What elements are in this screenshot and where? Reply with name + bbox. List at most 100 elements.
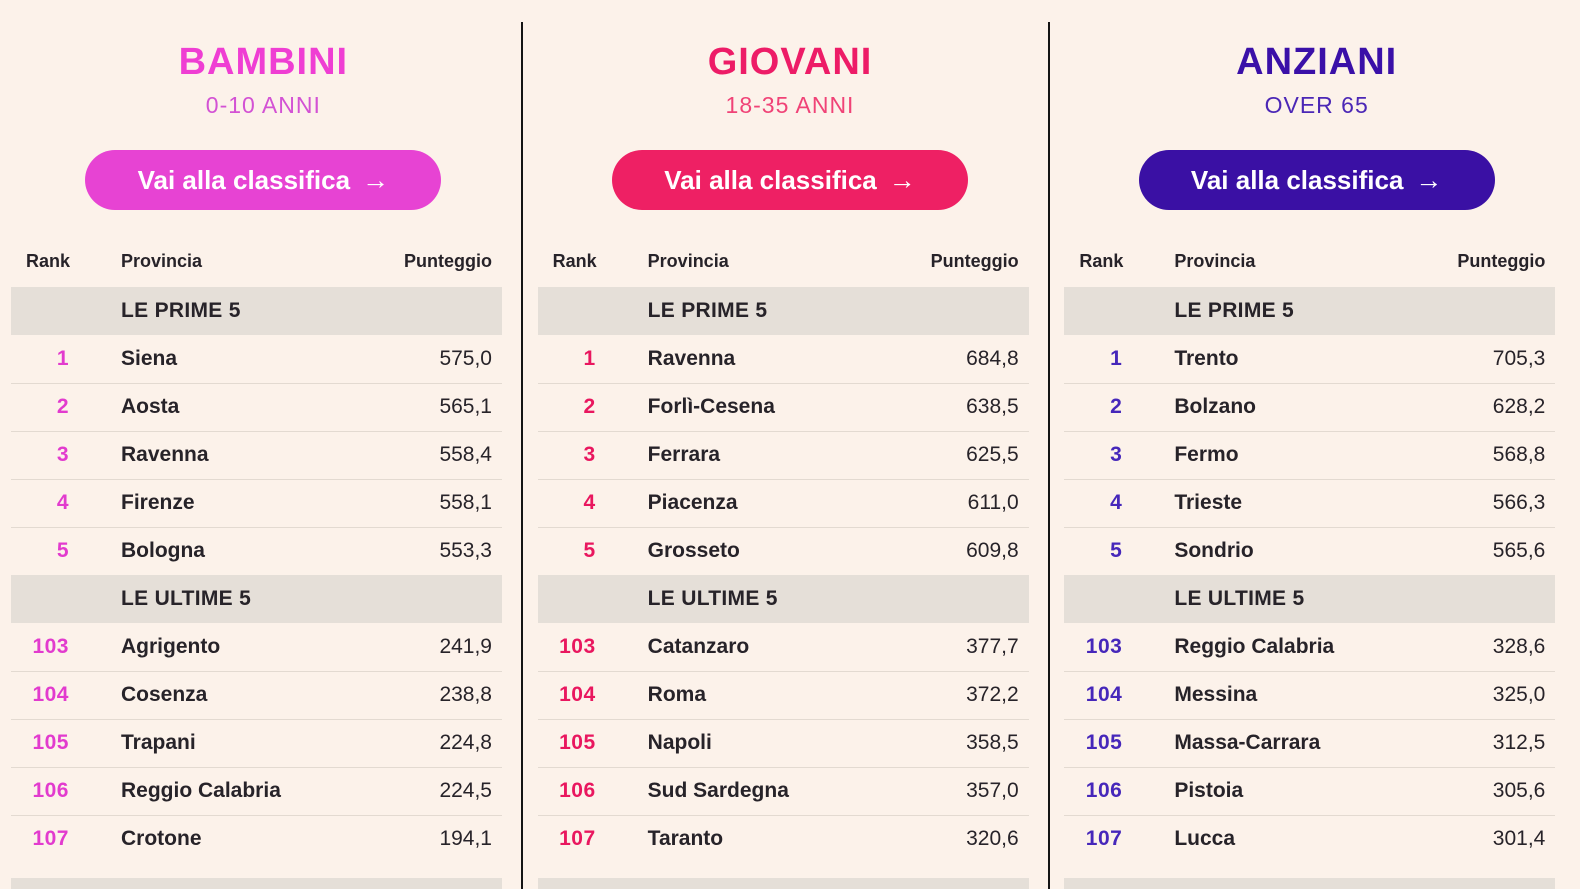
rank-cell: 105 xyxy=(11,718,70,767)
rank-cell: 103 xyxy=(1085,634,1123,658)
rank-cell: 5 xyxy=(1064,526,1124,575)
rank-cell: 106 xyxy=(11,766,70,815)
punteggio-cell: 575,0 xyxy=(439,346,492,370)
rank-cell: 3 xyxy=(537,430,597,479)
provincia-cell: Grosseto xyxy=(596,526,879,575)
provincia-cell: Ravenna xyxy=(70,430,352,479)
arrow-right-icon: → xyxy=(888,164,916,195)
provincia-cell: Aosta xyxy=(70,382,352,431)
table-row: 3 Ravenna 558,4 xyxy=(11,430,502,479)
category-title: ANZIANI xyxy=(1236,41,1398,83)
rank-cell: 3 xyxy=(11,430,70,479)
provincia-cell: Catanzaro xyxy=(647,634,750,658)
punteggio-column-header: Punteggio xyxy=(1457,251,1546,271)
provincia-cell: Messina xyxy=(1123,670,1406,719)
rank-cell: 1 xyxy=(583,346,596,370)
rank-cell: 5 xyxy=(537,526,597,575)
provincia-cell: Napoli xyxy=(596,718,879,767)
provincia-cell: Piacenza xyxy=(596,478,879,527)
punteggio-column-header: Punteggio xyxy=(930,251,1019,271)
table-row: 5 Grosseto 609,8 xyxy=(537,526,1029,575)
rank-cell: 104 xyxy=(537,670,597,719)
provincia-cell: Ravenna xyxy=(647,346,736,370)
punteggio-cell: 372,2 xyxy=(878,670,1029,719)
provincia-cell: Trapani xyxy=(70,718,352,767)
rank-cell: 4 xyxy=(11,478,70,527)
rank-cell: 104 xyxy=(11,670,70,719)
table-row: 5 Bologna 553,3 xyxy=(11,526,502,575)
category-column-giovani: GIOVANI 18-35 ANNI Vai alla classifica →… xyxy=(527,0,1054,889)
punteggio-cell: 609,8 xyxy=(878,526,1029,575)
provincia-column-header: Provincia xyxy=(121,251,203,271)
go-to-ranking-button[interactable]: Vai alla classifica → xyxy=(85,150,442,210)
provincia-cell: Lucca xyxy=(1123,814,1406,863)
punteggio-cell: 305,6 xyxy=(1405,766,1556,815)
table-row: 106 Sud Sardegna 357,0 xyxy=(537,766,1029,815)
table-row: 5 Sondrio 565,6 xyxy=(1064,526,1556,575)
go-to-ranking-label: Vai alla classifica xyxy=(664,164,877,195)
punteggio-cell: 625,5 xyxy=(878,430,1029,479)
section-header-prime: LE PRIME 5 xyxy=(537,287,1029,335)
section-header-label: LE ULTIME 5 xyxy=(537,575,1029,623)
punteggio-cell: 558,1 xyxy=(352,478,502,527)
provincia-cell: Reggio Calabria xyxy=(70,766,352,815)
punteggio-cell: 194,1 xyxy=(352,814,502,863)
provincia-cell: Forlì-Cesena xyxy=(596,382,879,431)
section-header-label: LE PRIME 5 xyxy=(1064,287,1556,335)
rank-cell: 5 xyxy=(11,526,70,575)
table-row: 104 Messina 325,0 xyxy=(1064,670,1556,719)
category-column-bambini: BAMBINI 0-10 ANNI Vai alla classifica → … xyxy=(0,0,527,889)
table-row: 2 Bolzano 628,2 xyxy=(1064,382,1556,431)
category-column-anziani: ANZIANI OVER 65 Vai alla classifica → Ra… xyxy=(1053,0,1580,889)
section-header-label: LE ULTIME 5 xyxy=(1064,575,1556,623)
ranking-table: Rank Provincia Punteggio LE PRIME 5 1 Si… xyxy=(11,251,502,863)
section-header-prime: LE PRIME 5 xyxy=(1064,287,1556,335)
provincia-cell: Siena xyxy=(121,346,178,370)
provincia-cell: Pistoia xyxy=(1123,766,1406,815)
punteggio-column-header: Punteggio xyxy=(404,251,492,271)
provincia-cell: Bologna xyxy=(70,526,352,575)
punteggio-cell: 325,0 xyxy=(1405,670,1556,719)
table-row: 107 Lucca 301,4 xyxy=(1064,814,1556,863)
section-header-label: LE ULTIME 5 xyxy=(11,575,502,623)
punteggio-cell: 553,3 xyxy=(352,526,502,575)
go-to-ranking-label: Vai alla classifica xyxy=(137,164,351,195)
table-row: 4 Firenze 558,1 xyxy=(11,478,502,527)
table-row: 105 Napoli 358,5 xyxy=(537,718,1029,767)
table-row: 3 Fermo 568,8 xyxy=(1064,430,1556,479)
table-row: 1 Ravenna 684,8 xyxy=(538,335,1029,383)
table-row: 104 Roma 372,2 xyxy=(537,670,1029,719)
table-row: 4 Piacenza 611,0 xyxy=(537,478,1029,527)
category-title: BAMBINI xyxy=(178,41,349,83)
go-to-ranking-button[interactable]: Vai alla classifica → xyxy=(612,150,968,210)
column-divider xyxy=(1048,22,1050,889)
section-header-prime: LE PRIME 5 xyxy=(11,287,502,335)
rank-cell: 106 xyxy=(1064,766,1124,815)
rank-cell: 4 xyxy=(537,478,597,527)
go-to-ranking-button[interactable]: Vai alla classifica → xyxy=(1138,150,1495,210)
punteggio-cell: 684,8 xyxy=(966,346,1019,370)
table-row: 107 Taranto 320,6 xyxy=(537,814,1029,863)
rank-cell: 103 xyxy=(559,634,596,658)
punteggio-cell: 568,8 xyxy=(1405,430,1556,479)
provincia-cell: Agrigento xyxy=(121,634,221,658)
table-header-row: Rank Provincia Punteggio xyxy=(538,251,1029,287)
rank-cell: 107 xyxy=(1064,814,1124,863)
provincia-cell: Trieste xyxy=(1123,478,1406,527)
punteggio-cell: 638,5 xyxy=(878,382,1029,431)
punteggio-cell: 238,8 xyxy=(352,670,502,719)
punteggio-cell: 565,6 xyxy=(1405,526,1556,575)
section-header-ultime: LE ULTIME 5 xyxy=(537,575,1029,623)
provincia-column-header: Provincia xyxy=(1174,251,1256,271)
table-row: 104 Cosenza 238,8 xyxy=(11,670,502,719)
arrow-right-icon: → xyxy=(1415,164,1443,195)
punteggio-cell: 611,0 xyxy=(878,478,1029,527)
table-row: 106 Reggio Calabria 224,5 xyxy=(11,766,502,815)
rank-cell: 105 xyxy=(537,718,597,767)
punteggio-cell: 358,5 xyxy=(878,718,1029,767)
rank-cell: 1 xyxy=(1110,346,1123,370)
table-row: 103 Agrigento 241,9 xyxy=(11,623,502,671)
next-section-peek xyxy=(1064,878,1556,889)
